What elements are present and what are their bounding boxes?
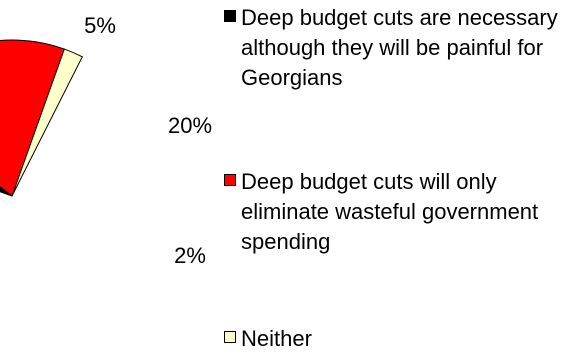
legend-label: Neither <box>241 326 312 351</box>
legend-item-neither: Neither <box>224 324 581 354</box>
legend-swatch-black <box>224 10 236 22</box>
legend-swatch-red <box>224 174 236 186</box>
legend-item-eliminate-waste: Deep budget cuts will only eliminate was… <box>224 167 581 257</box>
legend-swatch-cream <box>224 331 236 343</box>
legend-label: Deep budget cuts are necessary although … <box>241 5 558 90</box>
data-label: 20% <box>168 113 212 138</box>
slice-neither <box>11 48 84 197</box>
data-label: 5% <box>84 13 116 38</box>
legend-item-budget-cuts-necessary: Deep budget cuts are necessary although … <box>224 3 581 93</box>
legend-label: Deep budget cuts will only eliminate was… <box>241 169 539 254</box>
slice-eliminate-waste <box>0 39 65 197</box>
data-label: 2% <box>174 243 206 268</box>
